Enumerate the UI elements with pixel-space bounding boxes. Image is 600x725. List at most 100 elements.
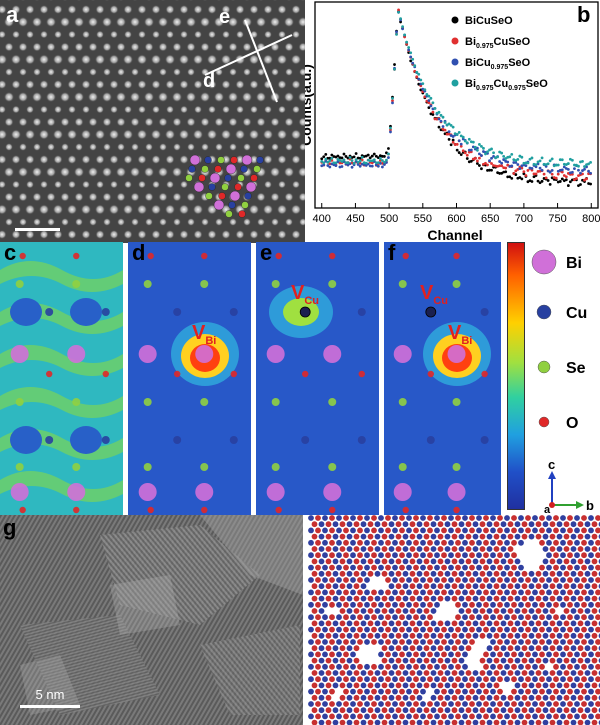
lattice-atom bbox=[374, 694, 381, 701]
data-point bbox=[407, 48, 411, 52]
lattice-atom bbox=[416, 570, 423, 577]
lattice-atom bbox=[360, 558, 367, 565]
lattice-atom bbox=[339, 608, 346, 614]
atom-column bbox=[152, 180, 160, 189]
lattice-atom bbox=[535, 707, 542, 714]
data-point bbox=[385, 158, 388, 162]
model-atom bbox=[234, 183, 242, 191]
model-atom bbox=[238, 210, 246, 218]
atom-column bbox=[66, 204, 78, 215]
lattice-atom bbox=[318, 632, 325, 639]
atom-column bbox=[5, 218, 13, 226]
data-point bbox=[364, 161, 368, 165]
data-point bbox=[540, 168, 544, 172]
lattice-atom bbox=[588, 539, 594, 546]
lattice-atom bbox=[437, 546, 444, 552]
atom-column bbox=[123, 154, 133, 165]
lattice-atom bbox=[409, 558, 416, 565]
lattice-atom bbox=[444, 558, 451, 565]
data-point bbox=[510, 176, 514, 180]
lattice-atom bbox=[416, 645, 423, 652]
lattice-atom bbox=[514, 558, 521, 565]
data-point bbox=[443, 121, 447, 124]
lattice-atom bbox=[497, 651, 503, 658]
lattice-atom bbox=[483, 614, 489, 621]
lattice-atom bbox=[595, 589, 600, 596]
lattice-atom bbox=[542, 595, 549, 602]
lattice-atom bbox=[343, 564, 349, 571]
density-hole bbox=[10, 298, 42, 326]
lattice-atom bbox=[577, 608, 584, 614]
atom-column bbox=[213, 91, 225, 103]
lattice-atom bbox=[469, 515, 475, 521]
atom-column bbox=[159, 218, 167, 226]
atom-column bbox=[297, 91, 305, 103]
lattice-atom bbox=[409, 570, 416, 577]
lattice-atom bbox=[500, 632, 507, 639]
atom-column bbox=[75, 218, 83, 226]
panel-label-e: e bbox=[260, 242, 273, 265]
data-point bbox=[439, 113, 443, 117]
lattice-atom bbox=[430, 558, 437, 565]
lattice-atom bbox=[451, 533, 458, 540]
atom-column bbox=[19, 218, 27, 226]
data-point bbox=[372, 152, 376, 156]
lattice-atom bbox=[364, 701, 370, 707]
atom-column bbox=[227, 16, 239, 28]
lattice-atom bbox=[595, 651, 600, 658]
atom-column bbox=[138, 105, 146, 114]
lattice-atom bbox=[535, 570, 542, 577]
lattice-atom bbox=[472, 570, 479, 577]
lattice-atom bbox=[441, 589, 447, 596]
atom-se bbox=[452, 463, 461, 471]
data-point bbox=[510, 153, 514, 156]
lattice-atom bbox=[570, 719, 577, 725]
lattice-atom bbox=[549, 670, 556, 676]
atom-column bbox=[95, 229, 105, 240]
lattice-atom bbox=[336, 663, 342, 670]
lattice-atom bbox=[595, 577, 600, 583]
atom-se bbox=[15, 280, 24, 288]
atom-column bbox=[32, 42, 42, 52]
data-point bbox=[486, 163, 489, 167]
lattice-atom bbox=[535, 682, 542, 689]
lattice-atom bbox=[472, 620, 479, 627]
lattice-atom bbox=[325, 719, 332, 725]
lattice-atom bbox=[374, 595, 381, 602]
atom-column bbox=[102, 42, 112, 52]
data-point bbox=[534, 172, 538, 176]
atom-bi bbox=[266, 483, 285, 501]
lattice-atom bbox=[343, 663, 349, 670]
atom-column bbox=[215, 143, 223, 151]
atom-column bbox=[277, 229, 287, 240]
lattice-atom bbox=[500, 719, 507, 725]
lattice-atom bbox=[360, 583, 367, 590]
lattice-atom bbox=[535, 657, 542, 664]
lattice-atom bbox=[423, 570, 430, 577]
atom-column bbox=[73, 91, 85, 103]
lattice-atom bbox=[329, 527, 335, 534]
lattice-atom bbox=[504, 713, 510, 720]
lattice-atom bbox=[504, 639, 510, 645]
atom-column bbox=[24, 204, 36, 215]
atom-column bbox=[53, 154, 63, 165]
data-point bbox=[526, 169, 530, 172]
lattice-atom bbox=[325, 645, 332, 652]
lattice-atom bbox=[413, 701, 419, 707]
lattice-atom bbox=[434, 564, 440, 571]
lattice-atom bbox=[318, 719, 325, 725]
lattice-atom bbox=[595, 713, 600, 720]
lattice-atom bbox=[448, 688, 454, 695]
lattice-atom bbox=[423, 632, 430, 639]
atom-column bbox=[277, 4, 287, 15]
atom-column bbox=[180, 105, 188, 114]
lattice-atom bbox=[381, 645, 388, 652]
atom-column bbox=[158, 42, 168, 52]
data-point bbox=[550, 172, 554, 176]
atom-column bbox=[67, 4, 77, 15]
lattice-atom bbox=[560, 688, 566, 695]
lattice-atom bbox=[574, 639, 580, 645]
lattice-atom bbox=[444, 670, 451, 676]
lattice-atom bbox=[549, 694, 556, 701]
lattice-atom bbox=[371, 614, 377, 621]
